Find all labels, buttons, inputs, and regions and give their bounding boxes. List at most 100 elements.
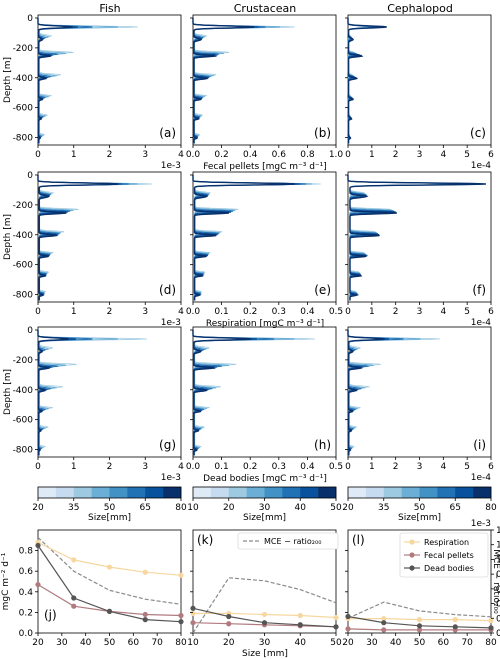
profile-line-size-3 <box>347 175 479 301</box>
x-tick-label: 10 <box>187 638 199 648</box>
colorbar-segment <box>348 487 367 498</box>
colorbar-label: Size[mm] <box>243 513 286 523</box>
colorbar-tick-label: 50 <box>330 503 342 513</box>
respiration-point <box>71 557 77 563</box>
mce-ratio-line <box>192 577 337 634</box>
colorbar-segment <box>163 487 182 498</box>
legend-l: Respiration Fecal pellets Dead bodies <box>399 532 489 578</box>
x-tick-label: 5 <box>464 150 470 160</box>
colorbar-tick-label: 50 <box>104 503 116 513</box>
legend-label: Fecal pellets <box>424 551 474 560</box>
colorbar-segment <box>228 487 247 498</box>
y-tick-label: 0 <box>27 14 33 24</box>
y-tick-label: 0.8 <box>19 547 34 557</box>
x-axis-label: Respiration [mgC m⁻³ d⁻¹] <box>206 319 324 329</box>
x-tick-label: 6 <box>488 150 494 160</box>
panel-l: 20 30 40 50 60 70 800.0 0.2 0.4 0.6 0.8 1.0 1.2 1.4 1e… <box>342 519 500 648</box>
x-tick-label: 2 <box>107 307 113 317</box>
colorbar-label: Size[mm] <box>88 513 131 523</box>
colorbar-segment <box>264 487 283 498</box>
profile-line-size-4 <box>347 175 484 301</box>
dead-bodies-point <box>190 605 196 611</box>
x-tick-label: 1 <box>369 150 375 160</box>
profile-line-size-2 <box>347 175 474 301</box>
legend-label: Respiration <box>424 538 469 547</box>
panel-letter: (k) <box>197 533 213 547</box>
profile-line-size-5 <box>37 175 118 301</box>
colorbar-segment <box>383 487 402 498</box>
x-tick-label: 0 <box>35 150 41 160</box>
x-offset-label: 1e-4 <box>471 318 492 328</box>
fecal-pellets-point <box>345 626 351 632</box>
respiration-point <box>142 569 148 575</box>
x-tick-label: 0.5 <box>329 462 343 472</box>
profile-line-size-1 <box>37 175 153 301</box>
x-tick-label: 3 <box>417 150 423 160</box>
x-tick-label: 0.0 <box>186 150 201 160</box>
colorbar-segment <box>73 487 92 498</box>
mce-ratio-line <box>37 536 182 605</box>
x-tick-label: 40 <box>80 638 92 648</box>
panel-frame <box>192 171 337 303</box>
y-tick-label-right: 1.0 <box>496 555 500 565</box>
x-tick-label: 50 <box>414 638 426 648</box>
x-tick-label: 2 <box>393 150 399 160</box>
colorbar-tick-label: 20 <box>32 503 44 513</box>
y-tick-label: 0.0 <box>19 629 34 639</box>
profile-line-size-5 <box>347 18 387 144</box>
colorbar-tick-label: 20 <box>223 503 235 513</box>
legend-label: Dead bodies <box>424 564 474 573</box>
y-tick-label: -800 <box>13 291 34 301</box>
colorbar-segment <box>365 487 385 498</box>
y-axis-label: mgC m⁻² d⁻¹ <box>1 552 11 610</box>
x-tick-label: 0.8 <box>300 150 315 160</box>
x-tick-label: 2 <box>393 307 399 317</box>
x-tick-label: 4 <box>440 150 446 160</box>
panel-letter: (e) <box>314 283 331 297</box>
x-tick-label: 0.2 <box>243 307 257 317</box>
x-tick-label: 0 <box>35 307 41 317</box>
x-tick-label: 0.2 <box>214 150 228 160</box>
x-tick-label: 80 <box>175 638 187 648</box>
colorbar-segment <box>437 487 456 498</box>
dead-bodies-point <box>345 613 351 620</box>
profile-line-size-5 <box>192 18 255 144</box>
x-tick-label: 50 <box>104 638 116 648</box>
colorbar-segment <box>127 487 146 498</box>
x-tick-label: 0.1 <box>214 462 228 472</box>
panel-d: 0 1 2 3 41e-3 0 -200 -400 -600 -800 (d) <box>13 171 185 328</box>
y-tick-label: -400 <box>13 386 34 396</box>
profile-line-size-2 <box>192 330 295 456</box>
x-tick-label: 0 <box>35 462 41 472</box>
legend-frame <box>237 532 339 550</box>
respiration-point <box>261 611 268 618</box>
y-tick-label-right: 0.6 <box>496 585 500 595</box>
column-title-cephalopod: Cephalopod <box>387 2 453 15</box>
panel-letter: (b) <box>314 126 331 140</box>
dead-bodies-point <box>35 542 41 549</box>
legend-swatch-marker <box>409 565 415 571</box>
legend-swatch-marker <box>409 539 415 545</box>
x-tick-label: 2 <box>107 462 113 472</box>
respiration-point <box>452 617 458 623</box>
colorbar-tick-label: 65 <box>140 503 151 513</box>
profile-line-size-5 <box>347 175 486 301</box>
x-axis-label: Fecal pellets [mgC m⁻³ d⁻¹] <box>203 162 327 172</box>
x-tick-label: 30 <box>366 638 378 648</box>
x-tick-label: 0.3 <box>272 462 286 472</box>
y-tick-label-right: 0.0 <box>496 629 500 639</box>
panel-c: 0 1 2 3 4 5 61e-4 (c) <box>345 14 494 171</box>
respiration-point <box>178 572 184 578</box>
profile-line-size-3 <box>192 175 307 301</box>
colorbar-tick-label: 20 <box>342 503 354 513</box>
x-tick-label: 3 <box>417 462 423 472</box>
y-tick-label: -400 <box>13 74 34 84</box>
dead-bodies-point <box>71 595 77 601</box>
panel-frame <box>192 326 337 458</box>
fecal-pellets-point <box>416 627 423 633</box>
y-axis-label-right: MCE − ratio₂₀₀ <box>491 549 500 614</box>
x-tick-label: 5 <box>464 307 470 317</box>
x-tick-label: 20 <box>342 638 354 648</box>
panel-letter: (d) <box>159 283 176 297</box>
